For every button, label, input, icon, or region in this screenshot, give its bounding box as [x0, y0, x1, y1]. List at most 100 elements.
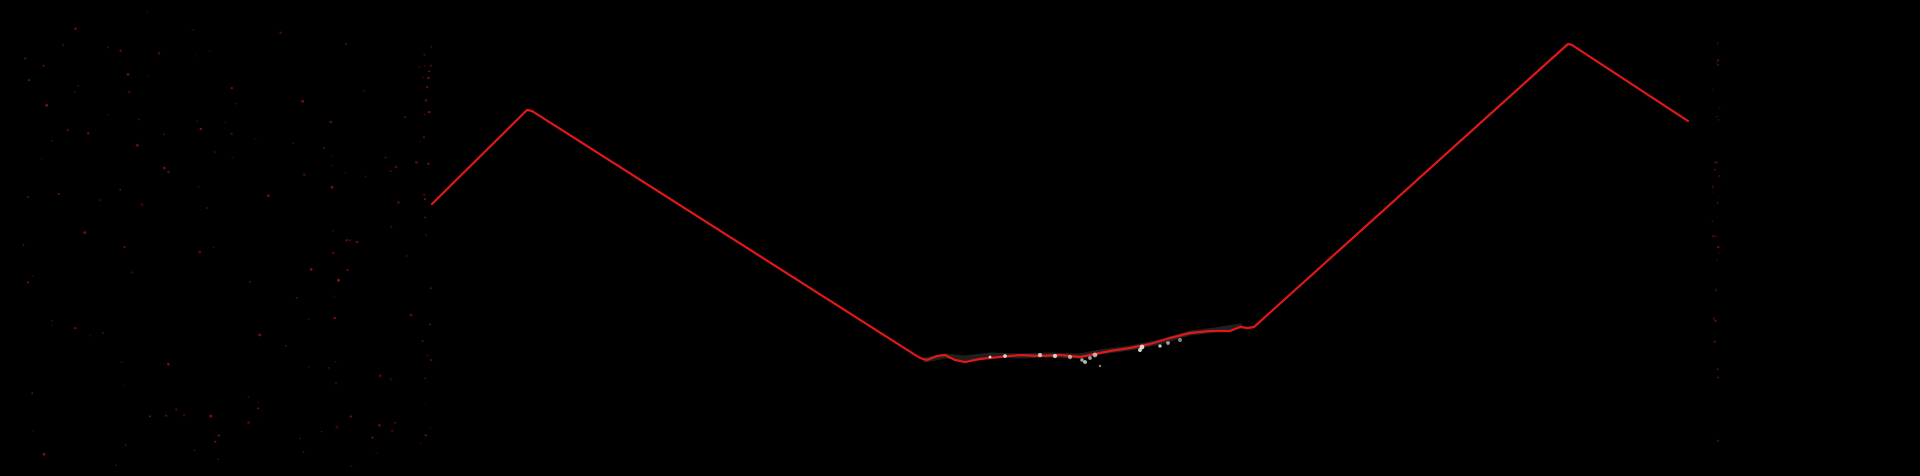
noise-dot: [1718, 175, 1721, 177]
noise-dot: [1712, 187, 1714, 189]
noise-dot: [120, 361, 123, 363]
noise-dot: [421, 340, 424, 343]
noise-dot: [1717, 376, 1719, 379]
noise-dot: [198, 250, 202, 254]
noise-dot: [327, 366, 330, 369]
noise-dot: [22, 244, 25, 246]
noise-dot: [428, 323, 431, 326]
noise-dot: [230, 132, 233, 136]
noise-dot: [405, 254, 408, 258]
noise-dot: [257, 401, 260, 404]
noise-dot: [429, 427, 431, 430]
noise-dot: [1713, 168, 1716, 171]
noise-dot: [424, 65, 426, 67]
noise-dot: [335, 425, 339, 429]
noise-dot: [333, 316, 336, 320]
noise-dot: [107, 46, 109, 49]
noise-dot: [1715, 288, 1717, 291]
noise-dot: [140, 203, 144, 207]
noise-dot: [208, 50, 211, 53]
noise-dot: [1716, 61, 1718, 64]
noise-dot: [424, 99, 428, 102]
noise-dot: [423, 53, 426, 57]
noise-dot: [42, 64, 45, 67]
noise-dot: [394, 421, 397, 424]
noise-dot: [345, 239, 349, 242]
noise-dot: [42, 452, 46, 456]
noise-dot: [147, 74, 149, 77]
noise-dot: [247, 395, 250, 398]
noise-dot: [57, 192, 60, 195]
noise-dot: [309, 268, 313, 271]
noise-dot: [209, 414, 213, 418]
noise-dot: [217, 458, 219, 461]
noise-dot: [51, 139, 53, 142]
noise-dot: [390, 429, 394, 433]
noise-dot: [1718, 108, 1721, 110]
noise-dot: [371, 436, 374, 439]
noise-dot: [378, 424, 381, 427]
highlight-spot: [1166, 341, 1170, 345]
noise-dot: [301, 99, 305, 103]
noise-dot: [41, 158, 43, 160]
specular-highlights: [988, 338, 1182, 368]
noise-dot: [1717, 59, 1720, 62]
noise-dot: [1712, 185, 1714, 187]
highlight-spot: [1178, 338, 1182, 342]
noise-dot: [375, 452, 378, 455]
noise-dot: [394, 165, 398, 169]
noise-dot: [425, 234, 428, 237]
noise-dot: [230, 87, 233, 90]
noise-dot: [77, 85, 80, 87]
noise-dot: [424, 216, 426, 219]
noise-dot: [89, 334, 92, 337]
noise-dot: [195, 55, 197, 57]
noise-dot: [1717, 63, 1719, 66]
noise-dot: [427, 76, 430, 80]
noise-dot: [115, 464, 117, 467]
noise-dot: [337, 278, 340, 282]
noise-dot: [1716, 116, 1718, 118]
noise-dot: [284, 344, 287, 347]
noise-dot: [331, 154, 334, 157]
noise-dot: [397, 201, 400, 204]
highlight-spot: [1083, 360, 1087, 364]
noise-dot: [138, 118, 140, 121]
noise-dot: [1715, 235, 1717, 238]
noise-dot: [27, 79, 30, 82]
noise-dot: [224, 121, 227, 123]
noise-dot: [32, 275, 34, 278]
noise-dot: [1717, 439, 1720, 442]
noise-dot: [162, 166, 166, 170]
noise-dot: [255, 138, 257, 140]
highlight-spot: [1139, 344, 1145, 350]
noise-dot: [1718, 252, 1720, 254]
noise-dot: [409, 314, 411, 316]
noise-dot: [302, 451, 305, 453]
noise-dot: [424, 434, 427, 437]
noise-dot: [330, 164, 333, 167]
noise-dot: [1712, 191, 1715, 193]
noise-dot: [257, 407, 260, 410]
noise-dot: [427, 162, 430, 165]
noise-dot: [428, 110, 431, 114]
noise-dot: [123, 385, 125, 387]
noise-dot: [423, 197, 427, 201]
noise-dot: [389, 378, 393, 381]
noise-dot: [135, 143, 139, 147]
noise-dot: [415, 160, 418, 164]
noise-dot: [102, 332, 104, 334]
noise-dot: [24, 57, 27, 60]
noise-dot: [131, 271, 134, 274]
noise-dot: [333, 295, 335, 297]
noise-dot: [429, 287, 432, 290]
noise-dot: [1716, 368, 1719, 371]
noise-dot: [323, 147, 325, 149]
noise-dot: [123, 245, 126, 248]
noise-dot: [266, 194, 270, 198]
noise-dot: [196, 120, 198, 122]
noise-dot: [423, 113, 426, 116]
noise-dot: [199, 127, 202, 131]
noise-dot: [74, 27, 77, 31]
